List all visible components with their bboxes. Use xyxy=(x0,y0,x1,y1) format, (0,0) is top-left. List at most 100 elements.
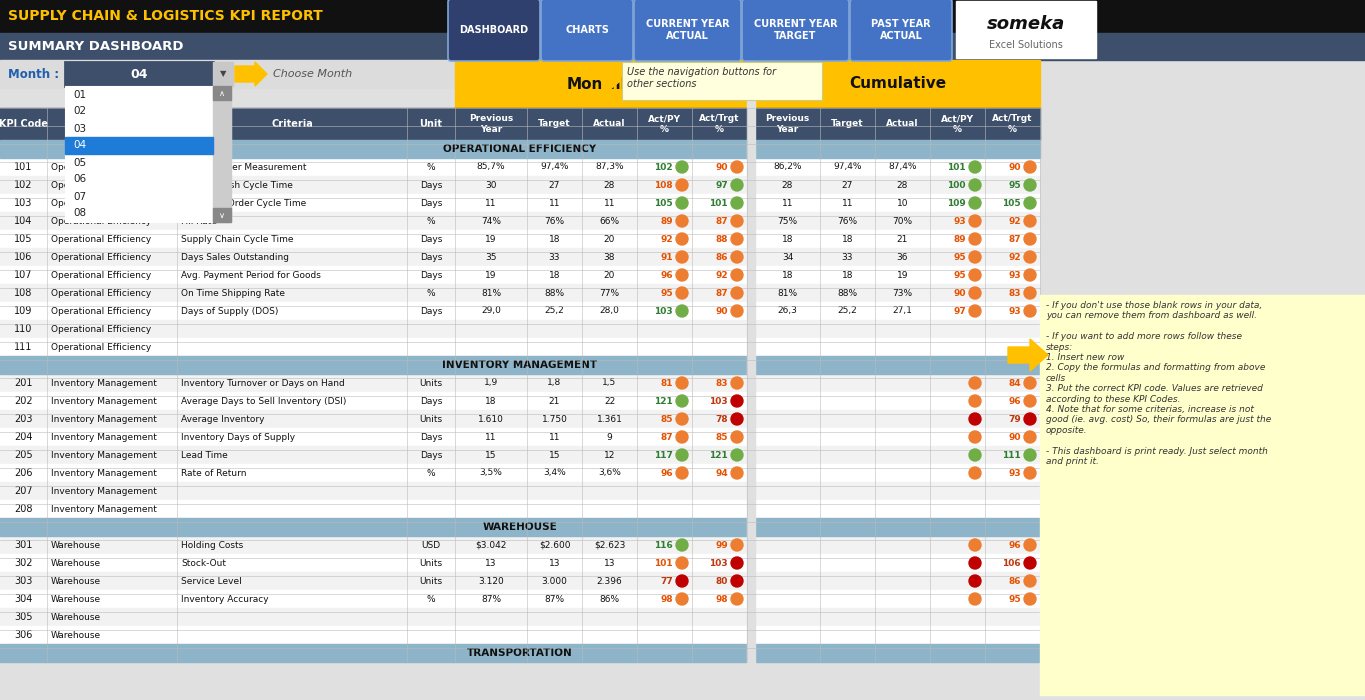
Text: 101: 101 xyxy=(947,162,966,172)
Bar xyxy=(0,284,1040,302)
Text: 70%: 70% xyxy=(893,216,913,225)
Text: Inventory Turnover or Days on Hand: Inventory Turnover or Days on Hand xyxy=(182,379,345,388)
Circle shape xyxy=(732,575,743,587)
Text: 87: 87 xyxy=(715,216,728,225)
Circle shape xyxy=(1024,197,1036,209)
FancyBboxPatch shape xyxy=(541,0,633,61)
Text: Criteria: Criteria xyxy=(272,119,313,129)
Text: 20: 20 xyxy=(603,270,616,279)
Circle shape xyxy=(1024,233,1036,245)
Text: - If you don't use those blank rows in your data,
you can remove them from dashb: - If you don't use those blank rows in y… xyxy=(1046,301,1271,466)
Text: 88%: 88% xyxy=(838,288,857,298)
Text: 92: 92 xyxy=(1009,253,1021,262)
Text: 202: 202 xyxy=(14,396,33,406)
Circle shape xyxy=(1024,557,1036,569)
Text: 108: 108 xyxy=(14,288,33,298)
Circle shape xyxy=(1024,431,1036,443)
Text: 106: 106 xyxy=(1002,559,1021,568)
Text: Inventory Management: Inventory Management xyxy=(51,396,157,405)
Circle shape xyxy=(676,413,688,425)
Text: 305: 305 xyxy=(14,612,33,622)
Text: 98: 98 xyxy=(661,594,673,603)
Text: Supply Chain Cycle Time: Supply Chain Cycle Time xyxy=(182,234,293,244)
FancyBboxPatch shape xyxy=(622,62,822,100)
Text: Inventory Management: Inventory Management xyxy=(51,379,157,388)
Text: 25,2: 25,2 xyxy=(838,307,857,316)
Circle shape xyxy=(676,269,688,281)
Polygon shape xyxy=(602,66,620,96)
Text: Warehouse: Warehouse xyxy=(51,594,101,603)
Circle shape xyxy=(969,215,981,227)
Text: Fill Rate: Fill Rate xyxy=(182,216,217,225)
Bar xyxy=(213,86,231,100)
Text: Operational Efficiency: Operational Efficiency xyxy=(51,234,152,244)
Text: 93: 93 xyxy=(1009,307,1021,316)
Text: Operational Efficiency: Operational Efficiency xyxy=(51,307,152,316)
Text: SUPPLY CHAIN & LOGISTICS KPI REPORT: SUPPLY CHAIN & LOGISTICS KPI REPORT xyxy=(8,10,322,24)
Text: Lead Time: Lead Time xyxy=(182,451,228,459)
Text: ∨: ∨ xyxy=(218,211,225,220)
Text: 1,9: 1,9 xyxy=(483,379,498,388)
Text: 95: 95 xyxy=(1009,181,1021,190)
Text: 18: 18 xyxy=(549,270,560,279)
Text: 89: 89 xyxy=(953,234,966,244)
Text: 86%: 86% xyxy=(599,594,620,603)
Text: 3.000: 3.000 xyxy=(542,577,568,585)
Circle shape xyxy=(732,467,743,479)
Text: Inventory Management: Inventory Management xyxy=(51,451,157,459)
Text: 103: 103 xyxy=(710,396,728,405)
Text: 11: 11 xyxy=(603,199,616,207)
Text: 104: 104 xyxy=(14,216,33,226)
Text: 13: 13 xyxy=(603,559,616,568)
Text: 04: 04 xyxy=(130,67,147,80)
Text: 12: 12 xyxy=(603,451,616,459)
Bar xyxy=(0,482,1040,500)
Bar xyxy=(0,230,1040,248)
Text: 06: 06 xyxy=(72,174,86,185)
Text: %: % xyxy=(427,594,435,603)
Circle shape xyxy=(676,233,688,245)
Bar xyxy=(0,302,1040,320)
Circle shape xyxy=(1024,179,1036,191)
Text: Act/PY
%: Act/PY % xyxy=(940,114,975,134)
Bar xyxy=(66,137,213,154)
Text: 66%: 66% xyxy=(599,216,620,225)
Bar xyxy=(0,60,455,88)
Circle shape xyxy=(969,179,981,191)
Circle shape xyxy=(969,197,981,209)
Bar xyxy=(455,60,747,108)
Text: 11: 11 xyxy=(782,199,793,207)
Text: 81%: 81% xyxy=(480,288,501,298)
Text: 207: 207 xyxy=(14,486,33,496)
Text: 105: 105 xyxy=(654,199,673,207)
Circle shape xyxy=(732,251,743,263)
Circle shape xyxy=(732,305,743,317)
Bar xyxy=(0,176,1040,194)
Text: 96: 96 xyxy=(1009,540,1021,550)
Text: 106: 106 xyxy=(14,252,33,262)
Circle shape xyxy=(732,197,743,209)
Text: 28: 28 xyxy=(897,181,908,190)
Text: Warehouse: Warehouse xyxy=(51,559,101,568)
Text: 27: 27 xyxy=(842,181,853,190)
Text: Operational Efficiency: Operational Efficiency xyxy=(51,216,152,225)
Text: 302: 302 xyxy=(14,558,33,568)
Text: Operational Efficiency: Operational Efficiency xyxy=(51,199,152,207)
Bar xyxy=(0,140,1040,158)
Text: Target: Target xyxy=(831,120,864,129)
Text: 205: 205 xyxy=(14,450,33,460)
Text: Operational Efficiency: Operational Efficiency xyxy=(51,253,152,262)
Text: 102: 102 xyxy=(14,180,33,190)
Text: 07: 07 xyxy=(72,192,86,202)
FancyBboxPatch shape xyxy=(850,0,951,61)
Text: 01: 01 xyxy=(72,90,86,99)
Circle shape xyxy=(1024,413,1036,425)
Circle shape xyxy=(676,449,688,461)
Text: 13: 13 xyxy=(485,559,497,568)
Circle shape xyxy=(969,287,981,299)
Text: Use the navigation buttons for
other sections: Use the navigation buttons for other sec… xyxy=(627,67,777,89)
Text: 101: 101 xyxy=(14,162,33,172)
Text: 33: 33 xyxy=(842,253,853,262)
Bar xyxy=(0,356,1040,374)
Text: ▼: ▼ xyxy=(220,69,227,78)
